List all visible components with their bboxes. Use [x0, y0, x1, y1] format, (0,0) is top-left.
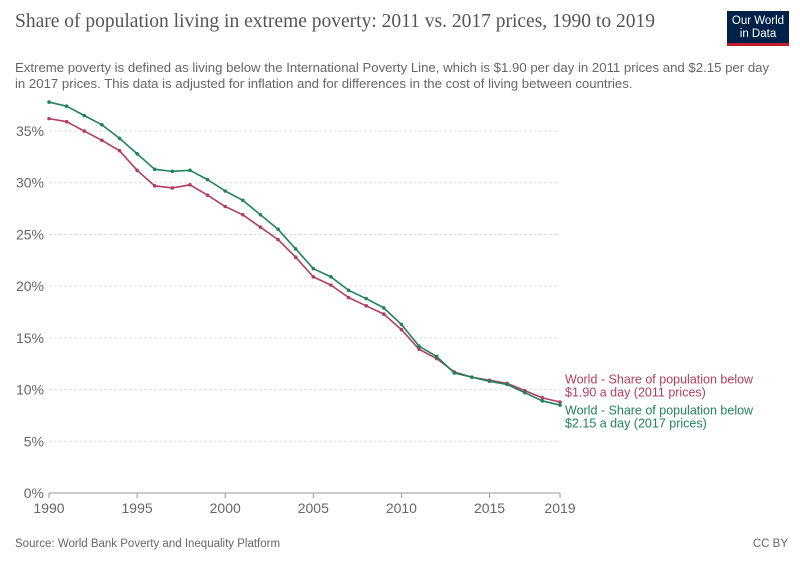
- series-line-1: [48, 117, 561, 403]
- logo-line-1: Our World: [731, 15, 785, 27]
- data-point: [205, 177, 210, 182]
- data-point: [470, 375, 474, 379]
- x-tick-label: 2010: [386, 500, 417, 516]
- data-point: [135, 168, 139, 173]
- data-point: [47, 100, 51, 104]
- data-point: [64, 104, 69, 109]
- x-tick-label: 1995: [122, 500, 153, 516]
- gridlines: [49, 130, 560, 442]
- data-point: [205, 193, 210, 197]
- license-link[interactable]: CC BY: [752, 538, 788, 550]
- data-point: [117, 136, 122, 141]
- data-point: [505, 382, 509, 387]
- data-point: [399, 322, 404, 327]
- series-label-line: $1.90 a day (2011 prices): [565, 386, 706, 400]
- data-point: [381, 306, 386, 310]
- data-point: [117, 148, 122, 153]
- data-point: [417, 347, 421, 352]
- data-point: [452, 371, 457, 375]
- series-label-line: World - Share of population below: [565, 373, 754, 387]
- data-point: [311, 266, 316, 271]
- x-tick-label: 2015: [474, 500, 505, 516]
- source-note: Source: World Bank Poverty and Inequalit…: [15, 538, 281, 550]
- y-tick-label: 0%: [24, 485, 44, 501]
- data-point: [170, 169, 175, 174]
- chart-title: Share of population living in extreme po…: [15, 11, 655, 32]
- data-point: [170, 186, 175, 190]
- y-tick-label: 35%: [16, 123, 44, 139]
- series-label-line: World - Share of population below: [565, 404, 754, 418]
- data-point: [276, 227, 280, 232]
- series-label-line: $2.15 a day (2017 prices): [565, 417, 707, 431]
- data-point: [100, 138, 104, 143]
- x-tick-label: 1990: [33, 500, 64, 516]
- data-point: [381, 312, 386, 316]
- data-point: [558, 403, 562, 407]
- x-tick-label: 2000: [210, 500, 241, 516]
- data-point: [346, 288, 351, 293]
- data-point: [135, 151, 139, 156]
- x-axis: 1990 1995 2000 2005 2010 2015 2019: [33, 492, 576, 516]
- data-point: [241, 212, 245, 217]
- data-point: [276, 237, 280, 242]
- data-point: [558, 400, 562, 404]
- data-point: [82, 113, 87, 118]
- data-point: [346, 295, 351, 300]
- series-label-1: World - Share of population below $1.90 a…: [565, 373, 754, 400]
- logo-line-2: in Data: [739, 28, 777, 40]
- data-point: [329, 275, 333, 279]
- data-point: [100, 123, 104, 127]
- data-point: [64, 119, 69, 124]
- data-point: [311, 275, 316, 279]
- series-lines: [47, 100, 562, 407]
- series-line-2: [48, 101, 561, 406]
- data-point: [399, 327, 404, 332]
- y-tick-label: 15%: [16, 330, 44, 346]
- y-tick-label: 25%: [16, 226, 44, 242]
- data-point: [47, 116, 51, 121]
- data-point: [487, 379, 492, 384]
- data-point: [434, 354, 439, 359]
- y-tick-label: 10%: [16, 382, 44, 398]
- x-tick-label: 2019: [544, 500, 575, 516]
- data-point: [329, 283, 333, 287]
- data-point: [258, 225, 263, 230]
- data-point: [293, 247, 298, 251]
- y-tick-label: 30%: [16, 175, 44, 191]
- data-point: [223, 204, 228, 209]
- data-point: [152, 167, 157, 172]
- data-point: [417, 344, 421, 348]
- x-tick-label: 2005: [298, 500, 329, 516]
- data-point: [82, 129, 87, 133]
- data-point: [258, 212, 263, 217]
- data-point: [188, 183, 192, 187]
- data-point: [522, 390, 527, 395]
- chart-subtitle: Extreme poverty is defined as living bel…: [15, 60, 770, 91]
- data-point: [188, 168, 192, 173]
- data-point: [241, 198, 245, 203]
- data-point: [223, 189, 228, 193]
- data-point: [293, 255, 298, 259]
- y-tick-label: 5%: [24, 433, 44, 449]
- series-label-2: World - Share of population below $2.15 a…: [565, 404, 754, 431]
- owid-logo[interactable]: Our World in Data: [727, 11, 789, 46]
- data-point: [540, 399, 545, 403]
- y-tick-label: 20%: [16, 278, 44, 294]
- data-point: [364, 304, 368, 308]
- y-axis-tick-labels: 0% 5% 10% 15% 20% 25% 30% 35%: [16, 123, 44, 501]
- data-point: [540, 396, 545, 400]
- data-point: [152, 184, 157, 188]
- series-labels: World - Share of population below $1.90 a…: [565, 373, 754, 431]
- data-point: [364, 296, 368, 301]
